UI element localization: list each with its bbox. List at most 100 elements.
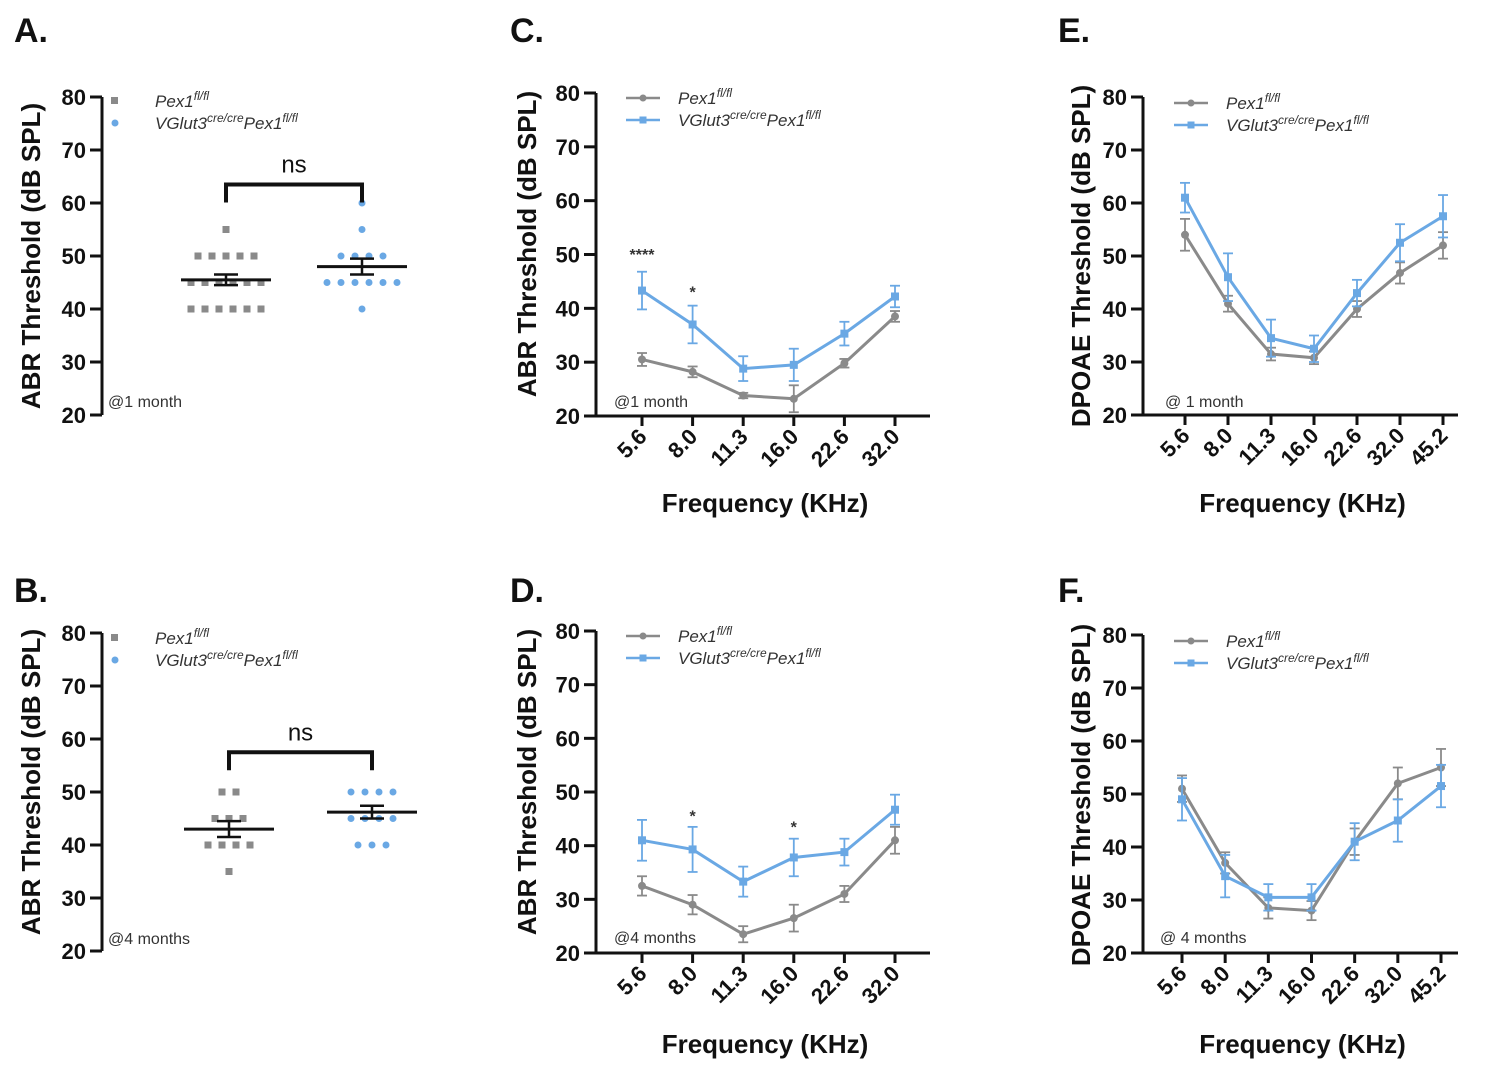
data-point (354, 841, 362, 849)
age-label: @4 months (614, 930, 696, 947)
y-tick-label: 70 (62, 674, 86, 699)
y-tick-label: 50 (1103, 782, 1127, 807)
data-point (840, 848, 849, 857)
series-mutant (637, 793, 900, 898)
data-point (201, 279, 209, 286)
data-point (236, 252, 244, 260)
data-point (215, 305, 223, 313)
data-point (789, 914, 798, 923)
data-point (232, 788, 240, 796)
y-tick-label: 60 (556, 726, 580, 751)
data-point (358, 305, 366, 313)
legend-label: VGlut3cre/crePex1fl/fl (155, 648, 298, 670)
y-tick-label: 70 (62, 138, 86, 163)
series-line (641, 289, 896, 371)
data-point (688, 845, 697, 854)
legend-text-part: VGlut3 (678, 649, 731, 668)
series-mutant (1180, 181, 1448, 363)
data-point (1178, 795, 1186, 804)
legend-text-part: Pex1 (1315, 654, 1354, 673)
y-tick-label: 60 (1103, 729, 1127, 754)
x-tick-label: 22.6 (1319, 423, 1367, 471)
data-point (789, 394, 798, 403)
legend-text-part: fl/fl (717, 624, 733, 638)
legend-text-part: fl/fl (1353, 651, 1369, 665)
legend-text-part: VGlut3 (1226, 116, 1279, 135)
legend-text-part: cre/cre (1278, 113, 1315, 127)
data-point (1439, 212, 1447, 221)
panel-letter: F. (1058, 572, 1084, 610)
legend-label: VGlut3cre/crePex1fl/fl (1226, 651, 1369, 673)
legend-label: VGlut3cre/crePex1fl/fl (678, 646, 821, 668)
data-point (688, 900, 697, 909)
data-point (789, 360, 798, 369)
x-tick-label: 11.3 (706, 424, 753, 471)
x-tick-label: 11.3 (706, 961, 753, 1008)
data-point (638, 355, 646, 364)
x-tick-label: 45.2 (1405, 423, 1453, 471)
x-tick-label: 16.0 (1276, 423, 1324, 471)
legend-text-part: cre/cre (730, 646, 767, 660)
panel-letter: A. (14, 12, 48, 50)
panel-letter: B. (14, 572, 48, 610)
significance-star: * (791, 819, 798, 836)
significance-star: * (689, 285, 696, 302)
legend-text-part: cre/cre (1278, 651, 1315, 665)
y-tick-label: 20 (62, 403, 86, 428)
age-label: @1 month (614, 394, 688, 411)
panel-d: D. ABR Threshold (dB SPL) 20 30 40 50 60 70 80 Pe… (510, 572, 930, 1059)
data-point (194, 252, 202, 260)
y-tick-label: 40 (62, 833, 86, 858)
legend-marker (639, 654, 647, 662)
y-tick-label: 70 (556, 673, 580, 698)
panel-letter: D. (510, 572, 544, 610)
y-tick-label: 30 (556, 350, 580, 375)
panel-b: B. ABR Threshold (dB SPL) 20 30 40 50 60 70 80 Pe… (14, 572, 417, 964)
y-tick-label: 60 (556, 189, 580, 214)
data-point (393, 279, 401, 286)
y-tick-label: 70 (1103, 138, 1127, 163)
x-tick-label: 32.0 (857, 424, 905, 472)
data-point (1439, 241, 1447, 250)
y-axis-title: ABR Threshold (dB SPL) (16, 629, 46, 935)
data-point (1181, 230, 1189, 239)
data-point (347, 788, 355, 796)
legend-label: Pex1fl/fl (678, 86, 732, 108)
y-tick-label: 80 (62, 85, 86, 110)
y-tick-label: 20 (62, 939, 86, 964)
data-point (1396, 238, 1404, 247)
y-tick-label: 80 (556, 81, 580, 106)
legend-text-part: Pex1 (1226, 632, 1265, 651)
data-point (243, 305, 251, 313)
data-point (204, 841, 212, 849)
y-axis-title: ABR Threshold (dB SPL) (512, 91, 542, 397)
data-point (361, 788, 369, 796)
legend-text-part: VGlut3 (155, 114, 208, 133)
x-tick-label: 5.6 (1155, 423, 1194, 462)
y-tick-label: 30 (1103, 888, 1127, 913)
data-point (1353, 289, 1361, 298)
series-mutant (1177, 763, 1446, 912)
x-tick-label: 8.0 (1198, 423, 1237, 462)
data-point (347, 815, 355, 822)
legend-marker-square (111, 634, 118, 641)
legend-marker-square (111, 97, 118, 104)
x-tick-label: 32.0 (1359, 961, 1407, 1009)
data-point (638, 836, 646, 845)
data-point (638, 881, 646, 890)
data-point (201, 305, 209, 313)
data-point (891, 836, 899, 845)
y-tick-label: 40 (62, 297, 86, 322)
y-axis-title: ABR Threshold (dB SPL) (16, 103, 46, 409)
data-point (232, 841, 240, 849)
y-tick-label: 30 (62, 350, 86, 375)
data-point (739, 877, 748, 886)
x-tick-label: 16.0 (755, 424, 803, 472)
y-tick-label: 40 (1103, 835, 1127, 860)
significance-star: **** (630, 247, 656, 264)
data-point (187, 279, 195, 286)
